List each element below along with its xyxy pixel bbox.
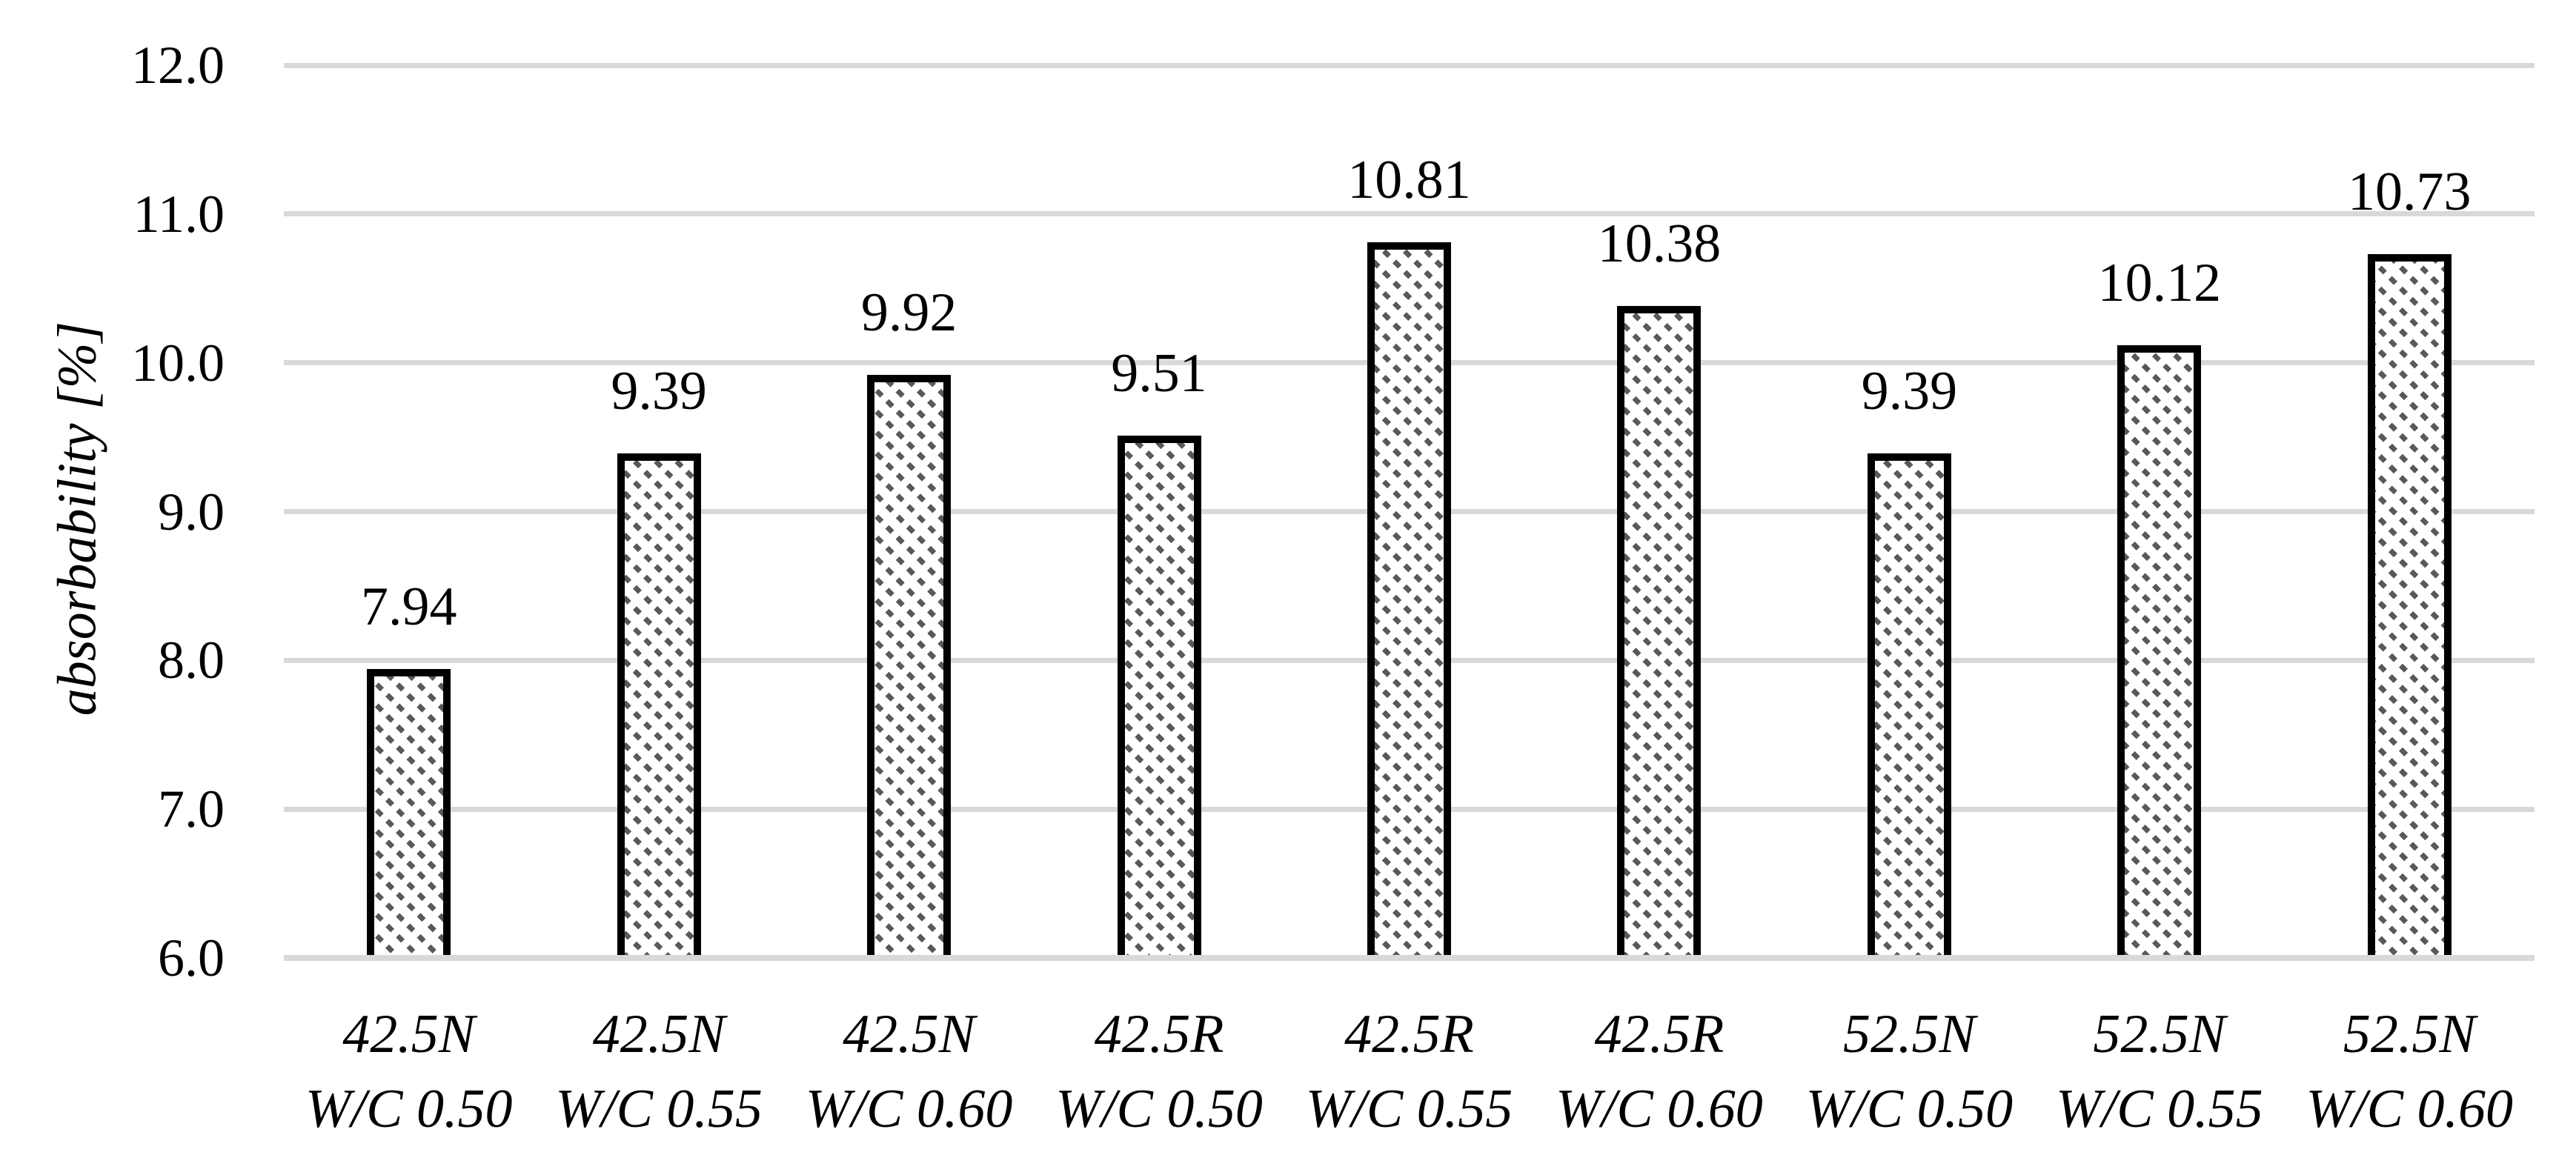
x-category-label-line2: W/C 0.50 xyxy=(1055,1079,1263,1139)
x-category-label-line2: W/C 0.55 xyxy=(2056,1079,2263,1139)
bar xyxy=(1867,453,1951,958)
bar-value-label: 9.39 xyxy=(1861,361,1958,422)
bar-value-label: 10.81 xyxy=(1347,149,1471,210)
x-category-label: 52.5N W/C 0.50 xyxy=(1785,997,2034,1147)
y-tick-label: 8.0 xyxy=(158,630,225,690)
x-category-label-line1: 42.5N xyxy=(342,1004,476,1065)
x-category-label-line2: W/C 0.60 xyxy=(1556,1079,1763,1139)
bar xyxy=(2367,254,2451,958)
bar-value-label: 10.12 xyxy=(2097,252,2222,313)
x-category-label: 42.5N W/C 0.55 xyxy=(534,997,783,1147)
x-category-label: 52.5N W/C 0.60 xyxy=(2285,997,2534,1147)
x-category-label: 42.5R W/C 0.55 xyxy=(1284,997,1534,1147)
y-tick-label: 10.0 xyxy=(131,333,225,393)
x-category-label-line2: W/C 0.60 xyxy=(805,1079,1013,1139)
x-category-label-line2: W/C 0.55 xyxy=(1305,1079,1513,1139)
y-tick-label: 9.0 xyxy=(158,482,225,542)
x-category-label-line1: 52.5N xyxy=(2093,1004,2226,1065)
x-category-label-line1: 42.5R xyxy=(1594,1004,1724,1065)
y-tick-label: 6.0 xyxy=(158,928,225,988)
bar xyxy=(1617,306,1702,958)
x-category-label-line2: W/C 0.55 xyxy=(555,1079,763,1139)
x-category-label-line1: 52.5N xyxy=(1842,1004,1976,1065)
gridline xyxy=(284,62,2534,68)
x-category-label: 52.5N W/C 0.55 xyxy=(2034,997,2284,1147)
bar xyxy=(367,669,451,958)
x-category-label-line2: W/C 0.50 xyxy=(1805,1079,2014,1139)
bar-value-label: 10.73 xyxy=(2348,162,2472,223)
x-category-label-line1: 42.5R xyxy=(1094,1004,1224,1065)
bar xyxy=(867,374,952,958)
bar-value-label: 9.92 xyxy=(860,282,957,343)
bar-value-label: 10.38 xyxy=(1597,213,1722,275)
bar xyxy=(617,453,701,958)
y-tick-label: 11.0 xyxy=(133,184,225,244)
y-tick-label: 7.0 xyxy=(158,779,225,839)
gridline xyxy=(284,211,2534,217)
x-category-label-line1: 42.5R xyxy=(1344,1004,1474,1065)
x-category-label: 42.5R W/C 0.60 xyxy=(1534,997,1784,1147)
x-category-label-line1: 42.5N xyxy=(843,1004,976,1065)
bar xyxy=(1117,436,1201,958)
y-tick-label: 12.0 xyxy=(131,36,225,95)
bar xyxy=(2117,344,2202,958)
x-category-label: 42.5N W/C 0.50 xyxy=(284,997,534,1147)
x-category-label-line1: 42.5N xyxy=(592,1004,726,1065)
x-category-label-line1: 52.5N xyxy=(2343,1004,2476,1065)
bar-value-label: 9.51 xyxy=(1111,343,1207,405)
x-category-label: 42.5N W/C 0.60 xyxy=(784,997,1034,1147)
x-category-label-line2: W/C 0.50 xyxy=(305,1079,513,1139)
bar xyxy=(1367,242,1451,958)
x-axis-line xyxy=(284,955,2534,961)
bar-value-label: 7.94 xyxy=(360,576,457,638)
bar-value-label: 9.39 xyxy=(611,361,707,422)
x-category-label: 42.5R W/C 0.50 xyxy=(1034,997,1284,1147)
x-category-label-line2: W/C 0.60 xyxy=(2306,1079,2514,1139)
